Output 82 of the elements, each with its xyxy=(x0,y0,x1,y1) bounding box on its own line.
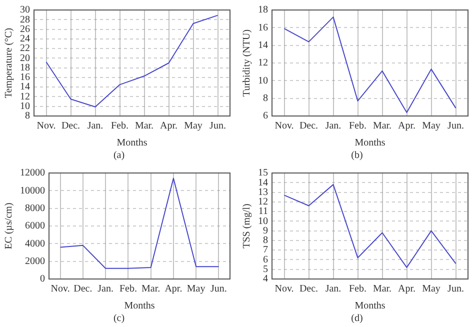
x-tick-label: May xyxy=(186,284,206,295)
y-tick-label: 16 xyxy=(258,22,268,34)
x-tick-label: Dec. xyxy=(299,120,318,132)
x-tick-label: Nov. xyxy=(36,120,56,132)
x-tick-label: Jun. xyxy=(210,284,227,295)
x-tick-label: Mar. xyxy=(142,284,160,295)
y-tick-label: 22 xyxy=(20,43,30,54)
y-tick-label: 8 xyxy=(25,110,30,122)
text: (b) xyxy=(350,150,364,161)
y-tick-label: 8000 xyxy=(25,202,45,214)
x-axis-title: Months xyxy=(116,138,148,149)
x-tick-label: Apr. xyxy=(398,120,416,132)
x-axis-title: Months xyxy=(124,300,155,312)
y-axis-title: EC (µs/cm) xyxy=(4,202,15,250)
y-tick-label: 18 xyxy=(258,4,268,16)
text: (a) xyxy=(112,150,126,161)
y-tick-label: 14 xyxy=(258,177,268,188)
y-tick-label: 10 xyxy=(258,75,268,86)
x-tick-label: Apr. xyxy=(164,284,182,295)
y-tick-label: 4000 xyxy=(25,238,45,250)
x-tick-label: Jan. xyxy=(87,120,104,132)
x-tick-label: Jun. xyxy=(448,284,464,295)
y-tick-label: 9 xyxy=(263,225,268,236)
y-axis-title: Turbidity (NTU) xyxy=(242,29,253,97)
y-tick-label: 13 xyxy=(258,186,268,198)
x-tick-label: Jan. xyxy=(325,120,342,132)
x-tick-label: Nov. xyxy=(50,284,70,295)
y-tick-label: 10000 xyxy=(20,185,45,196)
x-tick-label: Feb. xyxy=(111,120,128,132)
x-tick-label: Nov. xyxy=(274,284,294,295)
x-tick-label: Mar. xyxy=(372,120,392,132)
y-tick-label: 12 xyxy=(20,91,30,102)
x-tick-label: Jun. xyxy=(448,120,464,132)
text: (d) xyxy=(350,313,364,324)
y-tick-label: 28 xyxy=(20,14,30,26)
x-tick-label: Mar. xyxy=(134,120,154,132)
y-tick-label: 20 xyxy=(20,52,30,64)
y-tick-label: 11 xyxy=(258,206,268,218)
x-tick-label: Jun. xyxy=(210,120,226,132)
y-tick-label: 30 xyxy=(20,4,30,16)
y-tick-label: 6 xyxy=(263,254,268,266)
text: (c) xyxy=(112,313,126,324)
y-tick-label: 6000 xyxy=(25,220,45,232)
x-tick-label: Dec. xyxy=(74,284,92,295)
y-tick-label: 14 xyxy=(20,82,30,93)
y-axis-title: Temperature (°C) xyxy=(4,28,15,98)
x-axis-title: Months xyxy=(354,138,386,149)
y-tick-label: 12 xyxy=(258,58,268,69)
x-tick-label: May xyxy=(422,284,440,295)
y-tick-label: 8 xyxy=(263,235,268,246)
x-tick-label: Nov. xyxy=(274,120,294,132)
x-tick-label: May xyxy=(184,120,202,132)
y-tick-label: 8 xyxy=(263,92,268,104)
x-tick-label: Mar. xyxy=(372,284,392,295)
x-tick-label: Jan. xyxy=(98,284,114,295)
y-tick-label: 10 xyxy=(258,216,268,227)
x-tick-label: Apr. xyxy=(398,284,416,295)
y-tick-label: 16 xyxy=(20,72,30,84)
y-axis-title: TSS (mg/l) xyxy=(242,204,253,248)
x-tick-label: Feb. xyxy=(349,284,366,295)
x-tick-label: May xyxy=(422,120,440,132)
x-tick-label: Jan. xyxy=(325,284,342,295)
x-tick-label: Dec. xyxy=(61,120,80,132)
y-tick-label: 2000 xyxy=(25,256,45,267)
y-tick-label: 14 xyxy=(258,40,268,51)
x-tick-label: Apr. xyxy=(160,120,178,132)
y-tick-label: 10 xyxy=(20,100,30,112)
x-tick-label: Feb. xyxy=(349,120,366,132)
y-tick-label: 0 xyxy=(40,274,45,285)
y-tick-label: 12000 xyxy=(20,168,45,179)
y-tick-label: 5 xyxy=(263,264,268,275)
y-tick-label: 26 xyxy=(20,24,30,35)
y-tick-label: 7 xyxy=(263,244,268,256)
x-axis-title: Months xyxy=(354,300,386,312)
x-tick-label: Dec. xyxy=(299,284,318,295)
y-tick-label: 12 xyxy=(258,196,268,208)
y-tick-label: 6 xyxy=(263,110,268,122)
y-tick-label: 4 xyxy=(263,274,268,285)
y-tick-label: 15 xyxy=(258,168,268,179)
y-tick-label: 18 xyxy=(20,62,30,74)
y-tick-label: 24 xyxy=(20,34,30,45)
x-tick-label: Feb. xyxy=(119,284,137,295)
